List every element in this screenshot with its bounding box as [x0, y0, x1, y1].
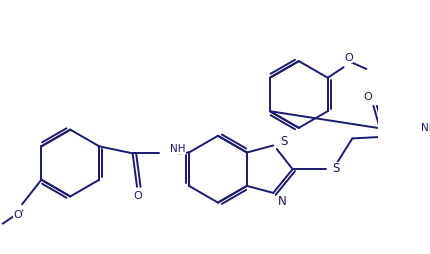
Text: O: O	[13, 210, 22, 220]
Text: N: N	[278, 195, 286, 208]
Text: O: O	[364, 92, 372, 102]
Text: O: O	[344, 53, 353, 64]
Text: NH: NH	[170, 144, 186, 154]
Text: NH: NH	[421, 123, 430, 133]
Text: S: S	[280, 135, 288, 148]
Text: S: S	[332, 162, 340, 175]
Text: O: O	[134, 192, 142, 201]
